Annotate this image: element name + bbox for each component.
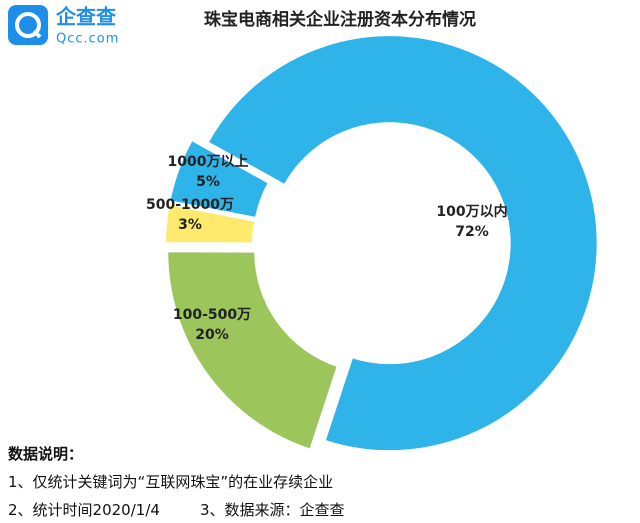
- note: 1、仅统计关键词为“互联网珠宝”的在业存续企业: [8, 473, 334, 491]
- chart-title: 珠宝电商相关企业注册资本分布情况: [204, 9, 476, 30]
- slice-label: 1000万以上: [168, 154, 249, 170]
- donut-slice: [206, 34, 599, 453]
- logo-ring: [15, 12, 41, 38]
- slice-label: 100万以内: [436, 203, 507, 220]
- donut-slice: [168, 138, 271, 220]
- slice-value: 3%: [178, 217, 202, 233]
- logo-site: Qcc.com: [56, 32, 119, 47]
- slice-label: 100-500万: [173, 307, 251, 323]
- slice-label: 500-1000万: [146, 197, 234, 213]
- slice-value: 5%: [196, 174, 220, 190]
- slice-value: 72%: [455, 224, 489, 240]
- note: 3、数据来源：企查查: [200, 501, 345, 519]
- donut-slice: [164, 202, 257, 245]
- logo-icon: [8, 5, 48, 45]
- slice-value: 20%: [195, 327, 229, 343]
- logo-tail: [32, 29, 42, 39]
- note: 2、统计时间2020/1/4: [8, 501, 160, 519]
- notes-heading: 数据说明：: [8, 445, 84, 463]
- donut-slice: [166, 250, 340, 451]
- logo-name: 企查查: [55, 5, 116, 29]
